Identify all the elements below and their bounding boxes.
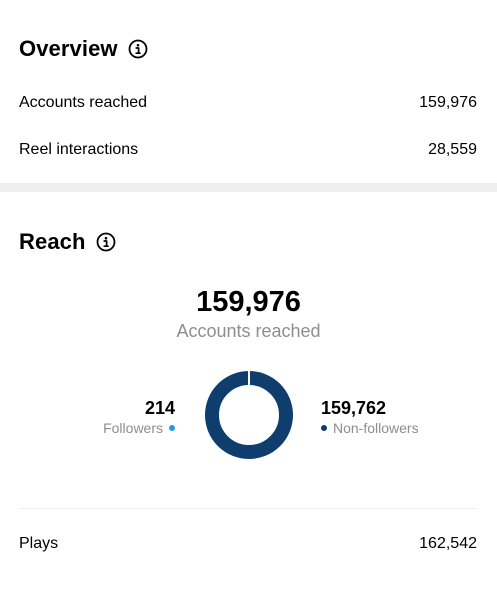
followers-dot-icon [169,425,175,431]
accounts-reached-row[interactable]: Accounts reached 159,976 [19,92,477,114]
non-followers-dot-icon [321,425,327,431]
overview-header: Overview [19,36,148,62]
row-value: 28,559 [428,141,477,158]
followers-value: 214 [144,398,175,418]
row-label: Reel interactions [19,141,139,158]
followers-legend: Followers [103,419,175,437]
followers-stat: 214 Followers [103,397,175,437]
row-label: Plays [19,535,59,552]
row-label: Accounts reached [19,94,148,111]
followers-label: Followers [103,420,163,436]
info-icon[interactable] [128,39,148,59]
reach-donut-chart [205,370,293,459]
reel-interactions-row[interactable]: Reel interactions 28,559 [19,139,477,161]
section-divider [0,183,497,192]
overview-section: Overview Accounts reached 159,976 Reel i… [0,0,497,183]
non-followers-legend: Non-followers [321,419,419,437]
row-value: 162,542 [419,535,477,552]
overview-title: Overview [19,36,118,61]
row-value: 159,976 [419,94,477,111]
non-followers-label: Non-followers [333,420,419,436]
reach-title: Reach [19,229,86,254]
non-followers-stat: 159,762 Non-followers [321,397,419,437]
row-divider [19,508,477,509]
reach-header: Reach [19,229,116,255]
reach-total-label: Accounts reached [176,321,321,341]
info-icon[interactable] [96,232,116,252]
non-followers-value: 159,762 [321,398,387,418]
donut-non-followers-segment [205,371,293,459]
reach-section: Reach 159,976 Accounts reached 214 Follo… [0,192,497,591]
reach-total-value: 159,976 [196,286,301,318]
plays-row[interactable]: Plays 162,542 [19,533,477,555]
